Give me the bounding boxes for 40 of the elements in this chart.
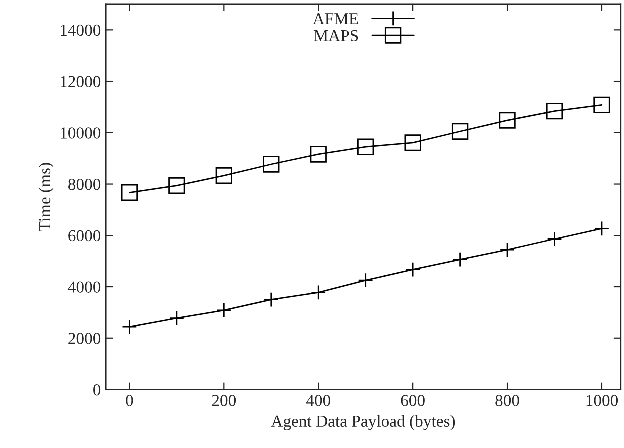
point [594, 221, 610, 236]
point [546, 102, 564, 120]
point [500, 242, 516, 258]
legend-label: AFME [312, 13, 358, 24]
point [216, 167, 232, 184]
y-tick-label: 12000 [61, 76, 101, 88]
point [405, 262, 421, 278]
x-tick-label: 200 [212, 395, 236, 406]
x-tick-label: 1000 [586, 395, 618, 406]
y-tick-label: 4000 [68, 282, 101, 293]
point [452, 252, 468, 268]
point [499, 112, 516, 129]
point [547, 232, 562, 247]
y-tick-label: 10000 [61, 128, 101, 139]
point [310, 146, 327, 163]
point [122, 319, 138, 335]
x-tick-label: 800 [496, 395, 520, 406]
point [263, 156, 280, 173]
point [452, 123, 469, 140]
x-tick-label: 0 [126, 395, 134, 406]
y-tick-label: 0 [94, 384, 101, 396]
x-tick-label: 600 [401, 395, 425, 406]
legend-label: MAPS [314, 30, 358, 42]
point [404, 134, 422, 152]
point [169, 310, 185, 326]
x-tick-label: 400 [306, 395, 330, 406]
y-tick-label: 8000 [68, 178, 101, 190]
point [264, 292, 280, 308]
y-axis-title: Time (ms) [38, 163, 54, 232]
point [216, 302, 232, 318]
y-tick-label: 6000 [68, 230, 101, 242]
point [358, 272, 374, 288]
x-axis-title: Agent Data Payload (bytes) [271, 415, 456, 430]
point [594, 96, 610, 114]
point [121, 184, 138, 202]
point [310, 285, 326, 300]
point [358, 138, 374, 156]
y-tick-label: 2000 [68, 333, 101, 344]
y-tick-label: 14000 [61, 24, 101, 36]
point [168, 177, 186, 194]
